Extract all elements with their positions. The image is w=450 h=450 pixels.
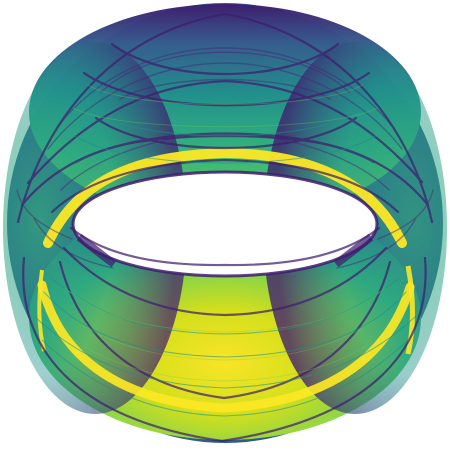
attractor-lines — [16, 12, 434, 443]
inner-rim-highlight — [37, 147, 415, 413]
torus-hole-edge — [71, 170, 379, 278]
